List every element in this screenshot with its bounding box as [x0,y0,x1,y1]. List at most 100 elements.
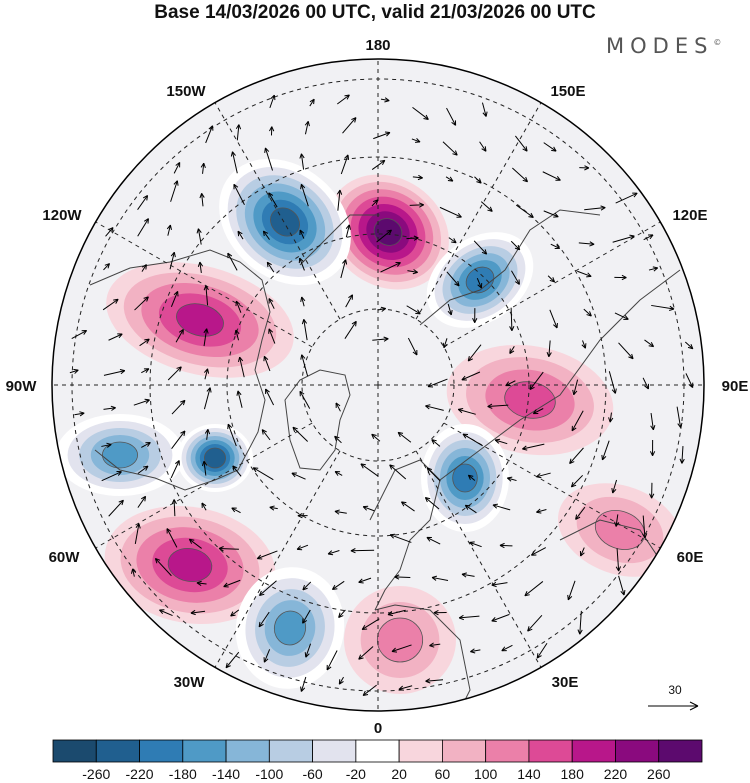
wind-arrow [400,501,415,512]
wind-arrow [506,476,517,482]
wind-arrow [371,433,381,442]
wind-arrow [141,368,150,374]
wind-arrow [105,227,114,237]
wind-arrow [543,210,559,218]
anomaly-contour [270,207,300,237]
wind-arrow [159,609,173,616]
wind-arrow [425,404,444,411]
wind-arrow [196,580,207,586]
coastline-alaska [299,214,380,266]
colorbar-swatch [268,739,314,763]
lon-label-30e: 30E [552,674,579,691]
wind-arrow [108,499,124,517]
wind-arrow [103,263,111,271]
wind-arrow [139,338,150,347]
coastline-greenland [284,369,351,471]
anomaly-contour [176,303,224,337]
wind-arrow [536,472,551,479]
wind-arrow [431,575,449,582]
coastlines [89,209,681,711]
wind-arrow [372,336,389,342]
colorbar-swatch [139,739,184,763]
wind-arrow [487,403,509,409]
wind-arrow [134,523,141,545]
wind-arrow [269,126,275,136]
wind-arrow [201,502,207,511]
wind-arrow [427,378,448,388]
wind-arrow [304,643,312,658]
wind-arrow [133,398,150,406]
wind-arrow [238,356,245,378]
wind-arrow [575,506,586,520]
wind-arrow [499,542,513,549]
wind-arrow [614,274,627,281]
wind-arrow [584,205,606,211]
wind-arrow [170,291,179,307]
wind-arrow [338,609,346,618]
wind-arrow [263,355,271,372]
anomaly-pos-west-pacific-bering [327,174,449,290]
wind-arrow [237,230,244,240]
colorbar-tick-label: 220 [604,766,628,782]
colorbar-labels: -260 -220 -180 -140 -100 -60 -20 20 60 100 140 180 2… [82,766,670,782]
wind-arrow [299,229,305,239]
wind-arrow [173,162,181,174]
wind-arrow [651,304,675,311]
chart-title: Base 14/03/2026 00 UTC, valid 21/03/2026… [154,2,596,23]
wind-arrow [649,482,655,499]
wind-arrow [464,504,477,514]
wind-arrow [175,329,184,343]
wind-arrow [134,296,149,311]
wind-arrow [137,495,147,508]
wind-arrow [529,371,544,391]
colorbar-swatch [225,739,270,763]
wind-arrow [380,262,401,273]
wind-arrow [291,472,306,480]
wind-arrow [309,98,315,107]
meridian-line [443,221,661,348]
wind-arrow [491,581,508,588]
wind-arrow [350,548,375,554]
colorbar-swatch [658,739,703,763]
colorbar-tick-label: 140 [517,766,541,782]
wind-arrow [327,550,340,556]
colorbar-tick-label: 260 [647,766,671,782]
wind-arrow [261,429,271,441]
wind-arrow [474,176,482,184]
wind-arrow [230,151,238,174]
wind-arrow [218,546,239,552]
wind-arrow [431,439,441,447]
wind-arrow [299,153,305,170]
wind-arrow [166,528,178,548]
wind-arrow [409,202,424,208]
wind-arrow [292,426,308,442]
wind-arrow [300,296,306,307]
colorbar-tick-label: 180 [561,766,585,782]
lon-label-180: 180 [365,37,390,54]
wind-arrow [467,344,482,362]
wind-arrow [377,306,387,312]
anomaly-pos-central-asia [558,483,682,577]
wind-arrow [570,474,584,488]
wind-arrow [397,431,412,443]
wind-arrow [166,224,172,236]
anomaly-neg-western-russia [421,424,509,532]
wind-arrow [171,499,177,517]
wind-arrow [426,536,441,545]
wind-arrow [203,387,212,410]
wind-arrow [461,572,475,578]
wind-arrow [608,412,614,423]
wind-arrow [199,193,205,207]
wind-arrow [358,646,374,660]
reference-vector-label: 30 [668,683,682,697]
meridian-line [214,102,341,320]
wind-arrow [103,369,126,376]
wind-arrow [380,97,390,103]
wind-arrow [611,479,618,494]
wind-arrow [469,541,482,548]
colorbar-tick-label: -20 [346,766,366,782]
wind-arrow [643,234,654,241]
wind-arrow [334,471,343,476]
wind-arrow [676,406,683,428]
